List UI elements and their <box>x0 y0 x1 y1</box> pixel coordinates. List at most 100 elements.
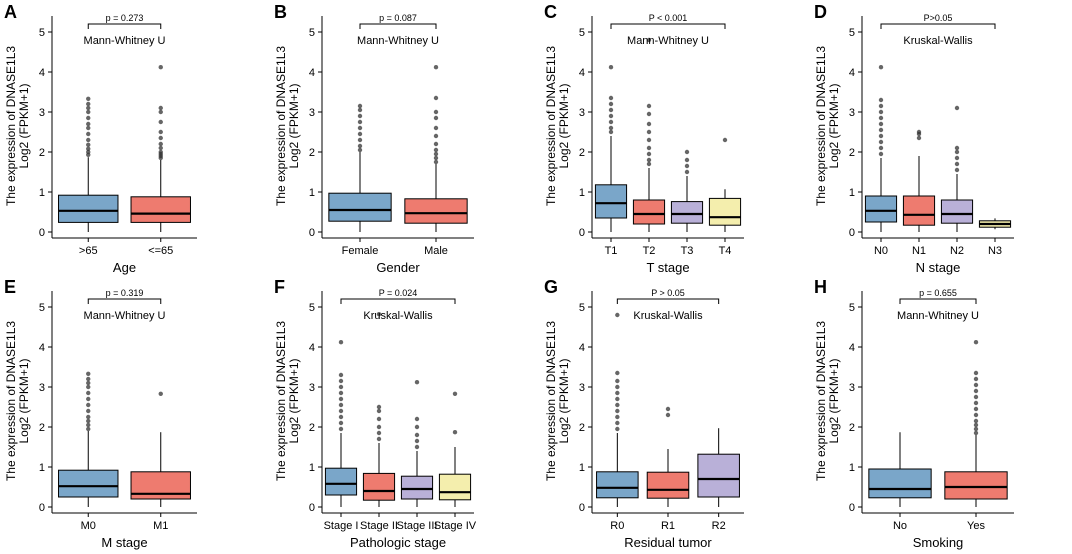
x-axis-label: Pathologic stage <box>350 535 446 550</box>
box <box>902 195 936 226</box>
outlier-point <box>433 159 439 165</box>
y-tick-label: 0 <box>309 502 315 514</box>
box <box>646 471 690 499</box>
y-axis-label-line1: The expression of DNASE1L3 <box>814 321 828 481</box>
outlier-point <box>86 384 91 390</box>
y-tick-label: 1 <box>579 187 585 199</box>
y-tick-label: 4 <box>579 67 585 79</box>
outlier-point <box>878 115 884 121</box>
box-group-No <box>868 432 932 507</box>
panel-d: D 0 1 2 3 4 5 The expression of DNASE1L3 Log2 (F… <box>814 2 1014 275</box>
p-value-label: p = 0.655 <box>919 288 957 298</box>
outlier-point <box>433 147 439 153</box>
outlier-point <box>376 312 382 317</box>
test-name-label: Mann-Whitney U <box>84 310 166 322</box>
panel-letter: C <box>544 2 557 22</box>
outlier-point <box>916 135 922 141</box>
x-tick-label: R0 <box>610 520 624 532</box>
box <box>632 199 666 225</box>
y-tick-label: 4 <box>309 342 315 354</box>
outlier-point <box>86 137 91 143</box>
x-axis-label: Residual tumor <box>624 535 712 550</box>
outlier-point <box>86 422 91 428</box>
outlier-point <box>608 125 614 131</box>
outlier-point <box>973 426 979 432</box>
box <box>594 184 628 219</box>
y-tick-label: 5 <box>849 302 855 314</box>
y-tick-label: 0 <box>39 502 45 514</box>
outlier-point <box>878 127 884 133</box>
box-group-Female <box>328 103 392 232</box>
box <box>400 475 434 500</box>
outlier-point <box>608 95 614 101</box>
y-axis-label-line2: Log2 (FPKM+1) <box>17 358 31 443</box>
significance-bracket <box>610 23 726 29</box>
outlier-point <box>86 371 91 376</box>
x-tick-label: R1 <box>661 520 675 532</box>
test-name-label: Kruskal-Wallis <box>903 35 973 47</box>
y-axis-label-line1: The expression of DNASE1L3 <box>274 321 288 481</box>
outlier-point <box>86 105 91 111</box>
y-tick-label: 2 <box>579 147 585 159</box>
x-tick-label: T1 <box>605 245 618 257</box>
y-axis-label-line1: The expression of DNASE1L3 <box>544 321 558 481</box>
outlier-point <box>684 163 690 169</box>
outlier-point <box>376 436 382 442</box>
outlier-point <box>608 65 614 70</box>
outlier-point <box>878 151 884 157</box>
x-tick-label: No <box>893 520 907 532</box>
y-tick-label: 4 <box>39 67 45 79</box>
outlier-point <box>338 426 344 432</box>
y-tick-label: 5 <box>579 302 585 314</box>
outlier-point <box>684 149 690 155</box>
panel-letter: E <box>4 277 16 297</box>
x-axis-label: Gender <box>376 260 420 275</box>
x-tick-label: T4 <box>719 245 732 257</box>
panel-letter: F <box>274 277 285 297</box>
panel-g: G 0 1 2 3 4 5 The expression of DNASE1L3 Log2 (F… <box>544 277 744 550</box>
box <box>130 471 191 500</box>
outlier-point <box>338 340 344 345</box>
box <box>940 199 974 224</box>
box <box>328 192 392 222</box>
outlier-point <box>86 115 91 121</box>
y-axis-label-line2: Log2 (FPKM+1) <box>17 83 31 168</box>
outlier-point <box>973 382 979 388</box>
y-tick-label: 4 <box>849 342 855 354</box>
outlier-point <box>608 129 614 135</box>
box-group-Stage IV <box>438 391 472 507</box>
y-tick-label: 1 <box>39 187 45 199</box>
outlier-point <box>86 390 91 396</box>
outlier-point <box>414 438 420 444</box>
x-axis-label: M stage <box>101 535 147 550</box>
p-value-label: P > 0.05 <box>651 288 685 298</box>
y-tick-label: 0 <box>849 502 855 514</box>
y-tick-label: 0 <box>309 227 315 239</box>
outlier-point <box>357 103 363 109</box>
outlier-point <box>608 113 614 119</box>
outlier-point <box>433 65 439 70</box>
outlier-point <box>158 109 163 115</box>
y-tick-label: 5 <box>309 302 315 314</box>
x-tick-label: Yes <box>967 520 985 532</box>
box <box>944 471 1008 500</box>
outlier-point <box>158 149 163 155</box>
y-tick-label: 4 <box>309 67 315 79</box>
box-group-Male <box>404 65 468 232</box>
y-tick-label: 3 <box>849 382 855 394</box>
outlier-point <box>608 119 614 125</box>
significance-bracket <box>359 23 437 29</box>
outlier-point <box>878 109 884 115</box>
box <box>58 194 119 223</box>
outlier-point <box>338 402 344 408</box>
y-tick-label: 1 <box>39 462 45 474</box>
outlier-point <box>158 105 163 111</box>
y-axis-label-line1: The expression of DNASE1L3 <box>274 46 288 206</box>
x-tick-label: >65 <box>79 245 98 257</box>
y-axis-label-line1: The expression of DNASE1L3 <box>4 46 18 206</box>
significance-bracket <box>340 298 456 304</box>
outlier-point <box>646 161 652 167</box>
x-tick-label: N1 <box>912 245 926 257</box>
test-name-label: Kruskal-Wallis <box>633 310 703 322</box>
outlier-point <box>646 37 652 43</box>
